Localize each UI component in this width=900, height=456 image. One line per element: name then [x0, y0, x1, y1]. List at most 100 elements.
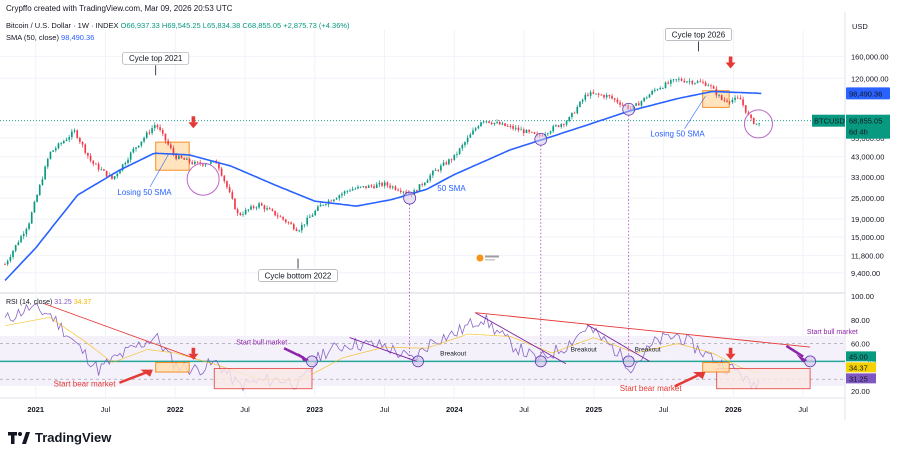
candle-body	[169, 144, 172, 149]
sma-50-line	[4, 90, 762, 281]
sma-legend-label[interactable]: SMA (50, close)	[6, 33, 59, 42]
sma-50-label: 50 SMA	[437, 184, 466, 193]
candle-body	[252, 206, 255, 208]
candle-body	[301, 224, 303, 231]
red-arrow-icon	[191, 116, 196, 123]
rsi-bear-box	[716, 367, 811, 390]
candle-body	[341, 193, 343, 196]
candle-body	[105, 170, 108, 177]
rsi-axis[interactable]: 100.00 80.00 60.00 20.00	[851, 292, 874, 396]
candle-body	[520, 129, 522, 131]
candle-body	[736, 97, 739, 99]
candle-body	[159, 127, 161, 131]
cycle-top-2021-label: Cycle top 2021	[129, 54, 183, 63]
candle-body	[694, 82, 696, 84]
candle-body	[453, 154, 456, 160]
candle-body	[704, 82, 707, 86]
candle-body	[474, 128, 477, 131]
candle-body	[52, 150, 54, 152]
candle-body	[17, 242, 20, 246]
rsi-level-tag	[846, 351, 876, 362]
tradingview-logo-icon	[8, 431, 30, 444]
candle-body	[696, 81, 699, 83]
candle-body	[381, 182, 383, 186]
symbol-tag-label: BTCUSD	[814, 117, 845, 126]
candle-body	[405, 191, 407, 193]
candle-body	[33, 201, 36, 213]
red-arrow-icon	[188, 353, 199, 360]
candle-body	[218, 163, 220, 169]
sma-touch-marker	[534, 132, 548, 146]
candle-body	[522, 129, 525, 134]
candle-body	[579, 101, 581, 107]
time-tick-label: Jul	[380, 405, 390, 414]
currency-label: USD	[852, 22, 868, 31]
red-arrow-icon	[725, 62, 736, 69]
rsi-legend-value: 31.25	[54, 299, 72, 306]
candle-body	[490, 122, 493, 124]
candle-body	[589, 92, 592, 96]
rsi-45-label: 45	[868, 357, 877, 366]
candle-body	[231, 192, 234, 199]
candle-body	[92, 160, 95, 164]
price-tick-label: 43,000.00	[851, 153, 884, 162]
candle-body	[750, 114, 752, 119]
rsi-legend-label[interactable]: RSI (14, close)	[6, 299, 53, 306]
start-bull-market-label: Start bull market	[807, 329, 858, 336]
candle-body	[752, 118, 755, 124]
time-axis[interactable]: 2021 Jul 2022 Jul 2023 Jul 2024 Jul 2025 Jul 2026 J…	[27, 405, 808, 414]
candle-body	[177, 155, 180, 160]
price-tick-label: 15,000.00	[851, 233, 884, 242]
candle-body	[20, 236, 22, 243]
candle-body	[707, 85, 710, 87]
red-arrow-icon	[725, 353, 736, 360]
tradingview-brand[interactable]: TradingView	[8, 430, 111, 445]
candle-body	[129, 152, 132, 160]
candle-body	[234, 198, 236, 210]
rsi-level-tag-label: 34.37	[849, 363, 868, 372]
candle-body	[621, 104, 624, 106]
red-pointer-arrow-icon	[692, 372, 706, 380]
candle-body	[84, 144, 87, 153]
annotation-box	[122, 51, 190, 65]
rsi-bear-box	[213, 367, 313, 390]
start-bear-market-label: Start bear market	[54, 379, 117, 388]
candle-body	[41, 179, 44, 185]
sma-touch-marker	[403, 191, 417, 205]
candle-body	[723, 99, 726, 101]
sma-touch-marker	[622, 102, 636, 116]
candle-body	[148, 132, 151, 134]
candle-body	[402, 191, 405, 193]
candle-body	[512, 126, 514, 129]
candle-body	[194, 161, 196, 164]
candle-body	[600, 94, 603, 96]
time-tick-label: Jul	[798, 405, 808, 414]
candle-body	[464, 142, 466, 146]
candle-body	[65, 139, 68, 142]
price-tick-label: 160,000.00	[851, 52, 889, 61]
sma-price-tag	[846, 87, 890, 100]
red-arrow-icon	[188, 122, 199, 129]
symbol-title[interactable]: Bitcoin / U.S. Dollar · 1W · INDEX	[6, 21, 119, 30]
candle-body	[36, 194, 38, 202]
rsi-trendline	[475, 312, 811, 348]
candle-body	[739, 98, 742, 100]
rsi-breakout-marker	[534, 355, 547, 368]
chart-legend: Bitcoin / U.S. Dollar · 1W · INDEX O66,9…	[6, 20, 350, 44]
rsi-level-tag-label: 45.00	[849, 352, 868, 361]
candle-body	[87, 152, 89, 156]
purple-pointer-arrow-icon	[298, 353, 310, 362]
candle-body	[683, 80, 686, 83]
candle-body	[383, 182, 386, 186]
candle-body	[121, 164, 124, 171]
candle-body	[533, 132, 536, 134]
candle-body	[164, 133, 167, 141]
candle-body	[276, 215, 279, 217]
ohlc-values: O66,937.33 H69,545.25 L65,834.38 C68,855…	[120, 21, 350, 30]
candle-body	[100, 169, 103, 171]
candle-body	[699, 81, 702, 83]
candle-body	[76, 130, 79, 138]
candle-body	[143, 137, 145, 142]
candle-body	[60, 143, 62, 144]
